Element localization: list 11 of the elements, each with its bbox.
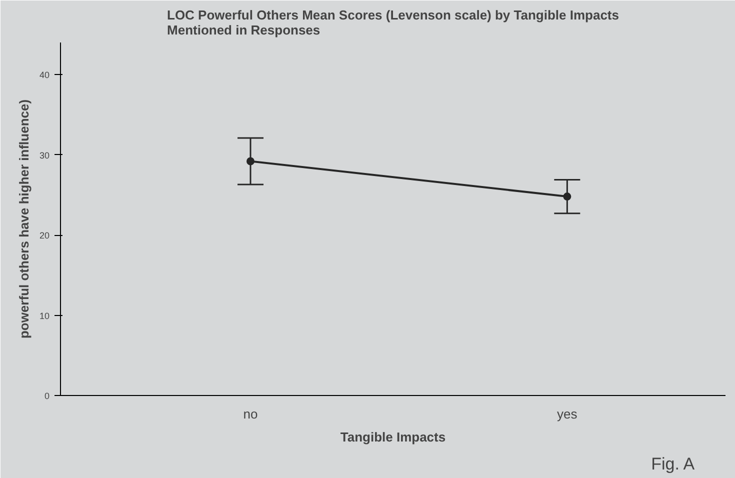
x-tick-label: no <box>243 406 258 422</box>
y-tick-label: 30 <box>39 150 50 160</box>
y-tick-label: 40 <box>39 70 50 80</box>
y-tick-label: 10 <box>39 310 50 321</box>
y-tick-label: 0 <box>44 391 50 401</box>
chart-title: LOC Powerful Others Mean Scores (Levenson scale) by Tangible Impacts Mentioned in Responses <box>167 8 620 38</box>
x-tick-label: yes <box>557 406 578 422</box>
y-tick-label: 20 <box>39 230 50 241</box>
y-axis-title: powerful others have higher influence) <box>16 99 32 339</box>
text: Fig. A <box>651 454 696 474</box>
x-axis-title: Tangible Impacts <box>340 430 446 444</box>
